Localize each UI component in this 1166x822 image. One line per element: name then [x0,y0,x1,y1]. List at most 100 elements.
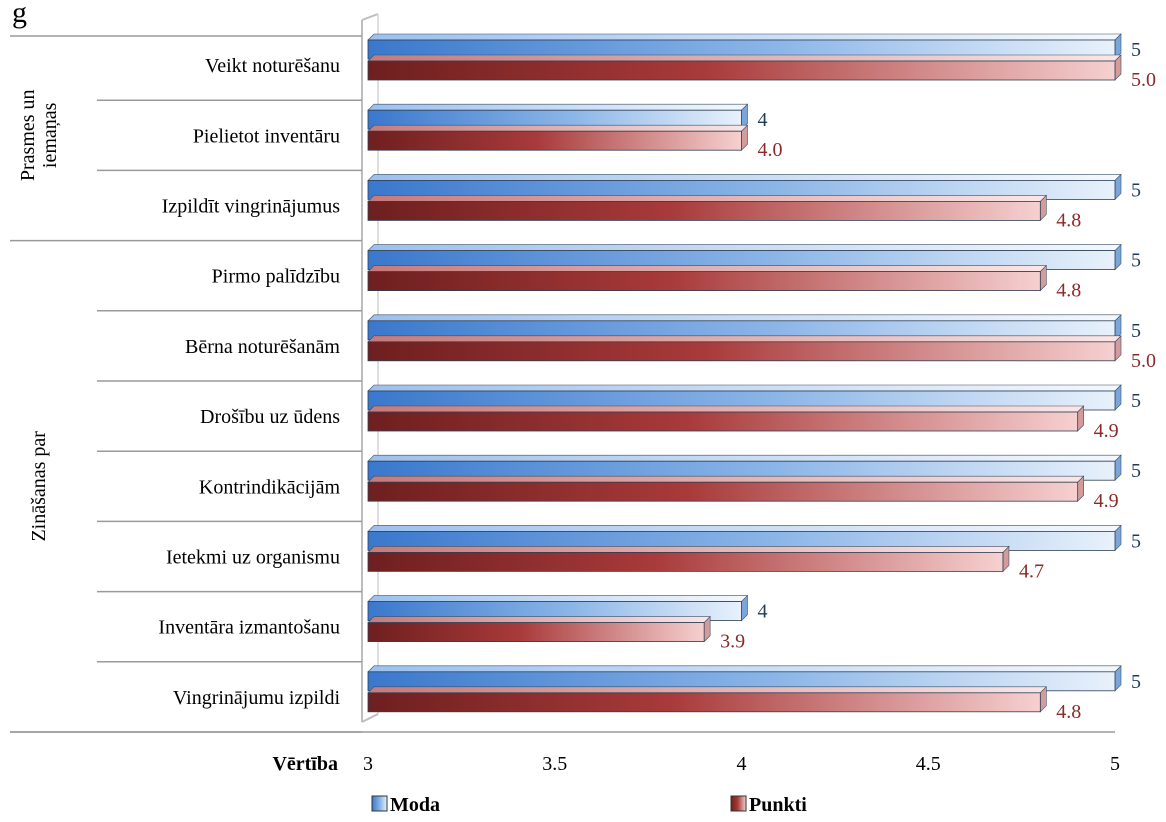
bar-moda-top [367,665,1122,673]
bar-moda [367,384,1122,411]
group-label: iemaņas [39,102,61,168]
bar-punkti [367,54,1122,81]
bar-punkti-front [367,622,705,642]
bar-punkti-top [367,54,1122,62]
bar-punkti-front [367,692,1041,713]
chart-title: g [12,0,27,29]
bar-moda-top [367,525,1122,532]
axis-layer [10,13,1115,733]
data-label-punkti: 4.8 [1056,701,1081,723]
bar-moda [367,594,749,622]
data-label-moda: 5 [1131,39,1141,61]
bar-moda-top [367,454,1122,462]
x-tick-label: 3 [363,753,373,775]
category-label: Izpildīt vingrinājumus [162,196,341,218]
data-label-moda: 5 [1131,530,1141,552]
bar-moda-top [367,314,1122,322]
category-label: Vingrinājumu izpildi [173,687,341,709]
legend: Moda Punkti [371,794,807,816]
category-label: Pirmo palīdzību [212,266,340,288]
data-label-punkti: 3.9 [720,631,745,653]
legend-label: Punkti [749,794,807,816]
data-label-punkti: 4.7 [1019,560,1044,582]
legend-swatch-moda [371,795,388,812]
bars-layer [367,33,1122,713]
bar-punkti-top [367,546,1010,553]
category-label: Bērna noturēšanām [185,336,340,358]
bar-punkti-front [367,341,1116,362]
bar-punkti-front [367,200,1041,221]
legend-swatch-punkti [730,795,747,812]
x-tick-label: 3.5 [542,753,567,775]
bar-moda [367,173,1122,201]
bar-punkti-top [367,405,1085,413]
data-label-moda: 5 [1131,671,1141,693]
bar-punkti-front [367,130,742,151]
bar-punkti-top [367,195,1048,202]
category-label: Veikt noturēšanu [205,55,340,77]
bar-punkti [367,124,749,151]
data-label-punkti: 5.0 [1131,350,1156,372]
category-label: Pielietot inventāru [193,125,340,147]
axis-back-bottom [361,713,379,723]
bar-punkti-top [367,686,1048,694]
category-label: Drošību uz ūdens [200,406,340,428]
group-label: Zināšanas par [28,431,50,542]
bar-punkti-top [367,335,1122,343]
x-tick-label: 5 [1110,753,1120,775]
bar-moda-top [367,244,1122,251]
data-label-punkti: 4.8 [1056,280,1081,302]
bar-punkti-front [367,60,1116,81]
bar-moda-top [367,103,749,111]
bar-punkti-top [367,616,711,623]
data-label-moda: 5 [1131,390,1141,412]
x-tick-label: 4 [737,753,747,775]
data-label-moda: 4 [758,109,768,131]
bar-moda-top [367,384,1122,392]
bar-punkti-front [367,552,1004,572]
bar-moda-top [367,595,749,602]
bar-punkti-top [367,265,1048,272]
legend-label: Moda [390,794,440,816]
group-label: Prasmes un [17,89,39,181]
bar-punkti-front [367,411,1079,432]
bar-moda-top [367,33,1122,41]
labels-layer: g Prasmes un iemaņas Zināšanas par Veikt not… [12,0,1156,775]
bar-moda [367,103,749,130]
category-label: Ietekmi uz organismu [166,547,340,569]
bar-moda [367,454,1122,481]
bar-punkti-top [367,124,749,132]
x-tick-label: 4.5 [916,753,941,775]
bar-punkti [367,686,1048,713]
data-label-moda: 5 [1131,320,1141,342]
bar-moda [367,33,1122,60]
axis-back-top [361,13,379,21]
data-label-punkti: 5.0 [1131,69,1156,91]
data-label-moda: 5 [1131,250,1141,272]
data-label-punkti: 4.9 [1094,420,1119,442]
data-label-moda: 5 [1131,179,1141,201]
bar-punkti-front [367,481,1079,502]
bar-punkti [367,615,711,643]
bar-punkti-top [367,475,1085,483]
bar-moda [367,243,1122,271]
category-label: Inventāra izmantošanu [158,617,340,639]
data-label-punkti: 4.9 [1094,490,1119,512]
bar-punkti [367,194,1048,222]
bar-moda-top [367,174,1122,181]
data-label-punkti: 4.0 [758,139,783,161]
bar-punkti-front [367,271,1041,292]
bar-punkti [367,264,1048,292]
bar-punkti [367,475,1085,502]
data-label-punkti: 4.8 [1056,209,1081,231]
bar-punkti [367,545,1010,573]
bar-moda [367,524,1122,552]
bar-punkti [367,335,1122,362]
data-label-moda: 5 [1131,460,1141,482]
x-axis-title: Vērtība [272,753,338,775]
bar-punkti [367,405,1085,432]
data-label-moda: 4 [758,601,768,623]
category-label: Kontrindikācijām [199,476,341,498]
